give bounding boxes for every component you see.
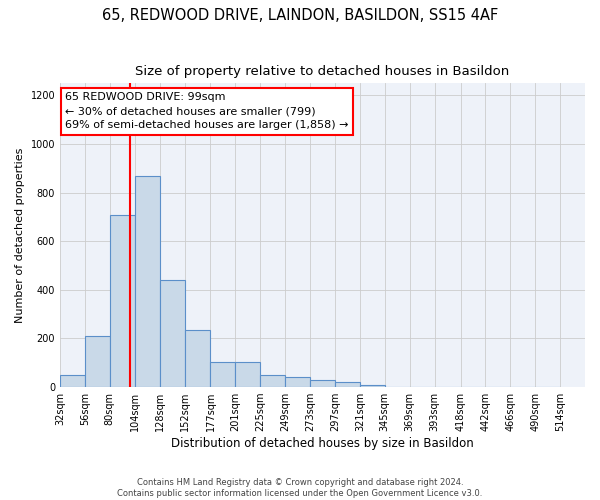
Bar [85,336,110,387]
Bar [185,330,211,387]
Bar [310,380,335,387]
Text: Contains HM Land Registry data © Crown copyright and database right 2024.
Contai: Contains HM Land Registry data © Crown c… [118,478,482,498]
Bar [360,384,385,387]
Bar [335,382,360,387]
Bar [260,375,285,387]
Bar [285,378,310,387]
Text: 65 REDWOOD DRIVE: 99sqm
← 30% of detached houses are smaller (799)
69% of semi-d: 65 REDWOOD DRIVE: 99sqm ← 30% of detache… [65,92,349,130]
X-axis label: Distribution of detached houses by size in Basildon: Distribution of detached houses by size … [171,437,474,450]
Bar [160,280,185,387]
Bar [135,176,160,387]
Bar [211,362,235,387]
Bar [110,214,135,387]
Bar [60,375,85,387]
Text: 65, REDWOOD DRIVE, LAINDON, BASILDON, SS15 4AF: 65, REDWOOD DRIVE, LAINDON, BASILDON, SS… [102,8,498,22]
Title: Size of property relative to detached houses in Basildon: Size of property relative to detached ho… [136,65,509,78]
Y-axis label: Number of detached properties: Number of detached properties [15,148,25,323]
Bar [235,362,260,387]
